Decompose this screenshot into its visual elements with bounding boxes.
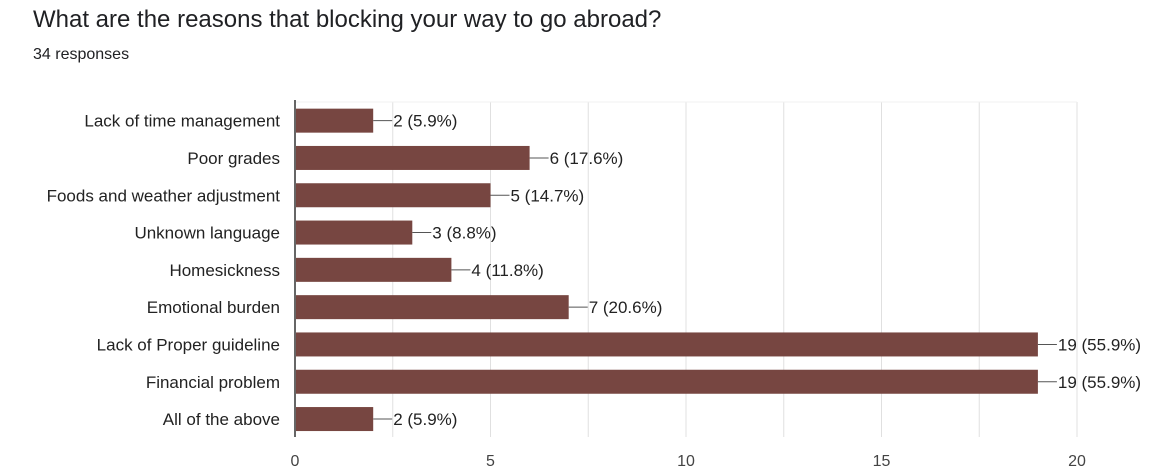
- category-label: Homesickness: [169, 261, 280, 280]
- bar: [296, 332, 1038, 357]
- chart-title: What are the reasons that blocking your …: [33, 6, 662, 33]
- x-tick-label: 5: [486, 453, 495, 470]
- data-label: 4 (11.8%): [471, 261, 543, 280]
- category-label: All of the above: [163, 410, 280, 429]
- data-label: 19 (55.9%): [1058, 335, 1141, 354]
- bar: [296, 407, 374, 432]
- data-label: 2 (5.9%): [393, 112, 457, 131]
- bar: [296, 257, 452, 282]
- bar: [296, 108, 374, 133]
- category-label: Foods and weather adjustment: [47, 186, 281, 205]
- data-label: 5 (14.7%): [511, 186, 585, 205]
- category-label: Lack of Proper guideline: [97, 335, 280, 354]
- x-tick-label: 0: [291, 453, 300, 470]
- category-label: Emotional burden: [147, 298, 280, 317]
- data-label: 7 (20.6%): [589, 298, 663, 317]
- response-count: 34 responses: [33, 46, 130, 63]
- category-label: Lack of time management: [84, 112, 280, 131]
- data-label: 3 (8.8%): [432, 224, 496, 243]
- bar: [296, 183, 491, 208]
- bars: 2 (5.9%) 6 (17.6%) 5 (14.7%) 3 (8.8%) 4 (11.…: [296, 108, 1141, 432]
- x-tick-label: 20: [1068, 453, 1086, 470]
- category-label: Poor grades: [187, 149, 280, 168]
- x-axis-ticks: 0 5 10 15 20: [291, 453, 1086, 470]
- category-label: Unknown language: [134, 224, 280, 243]
- bar: [296, 369, 1038, 394]
- data-label: 6 (17.6%): [550, 149, 624, 168]
- x-tick-label: 15: [873, 453, 891, 470]
- category-label: Financial problem: [146, 373, 280, 392]
- data-label: 19 (55.9%): [1058, 373, 1141, 392]
- bar: [296, 220, 413, 245]
- x-tick-label: 10: [677, 453, 695, 470]
- data-label: 2 (5.9%): [393, 410, 457, 429]
- bar: [296, 145, 530, 170]
- bar: [296, 295, 569, 320]
- category-labels: Lack of time management Poor grades Foods …: [47, 112, 281, 429]
